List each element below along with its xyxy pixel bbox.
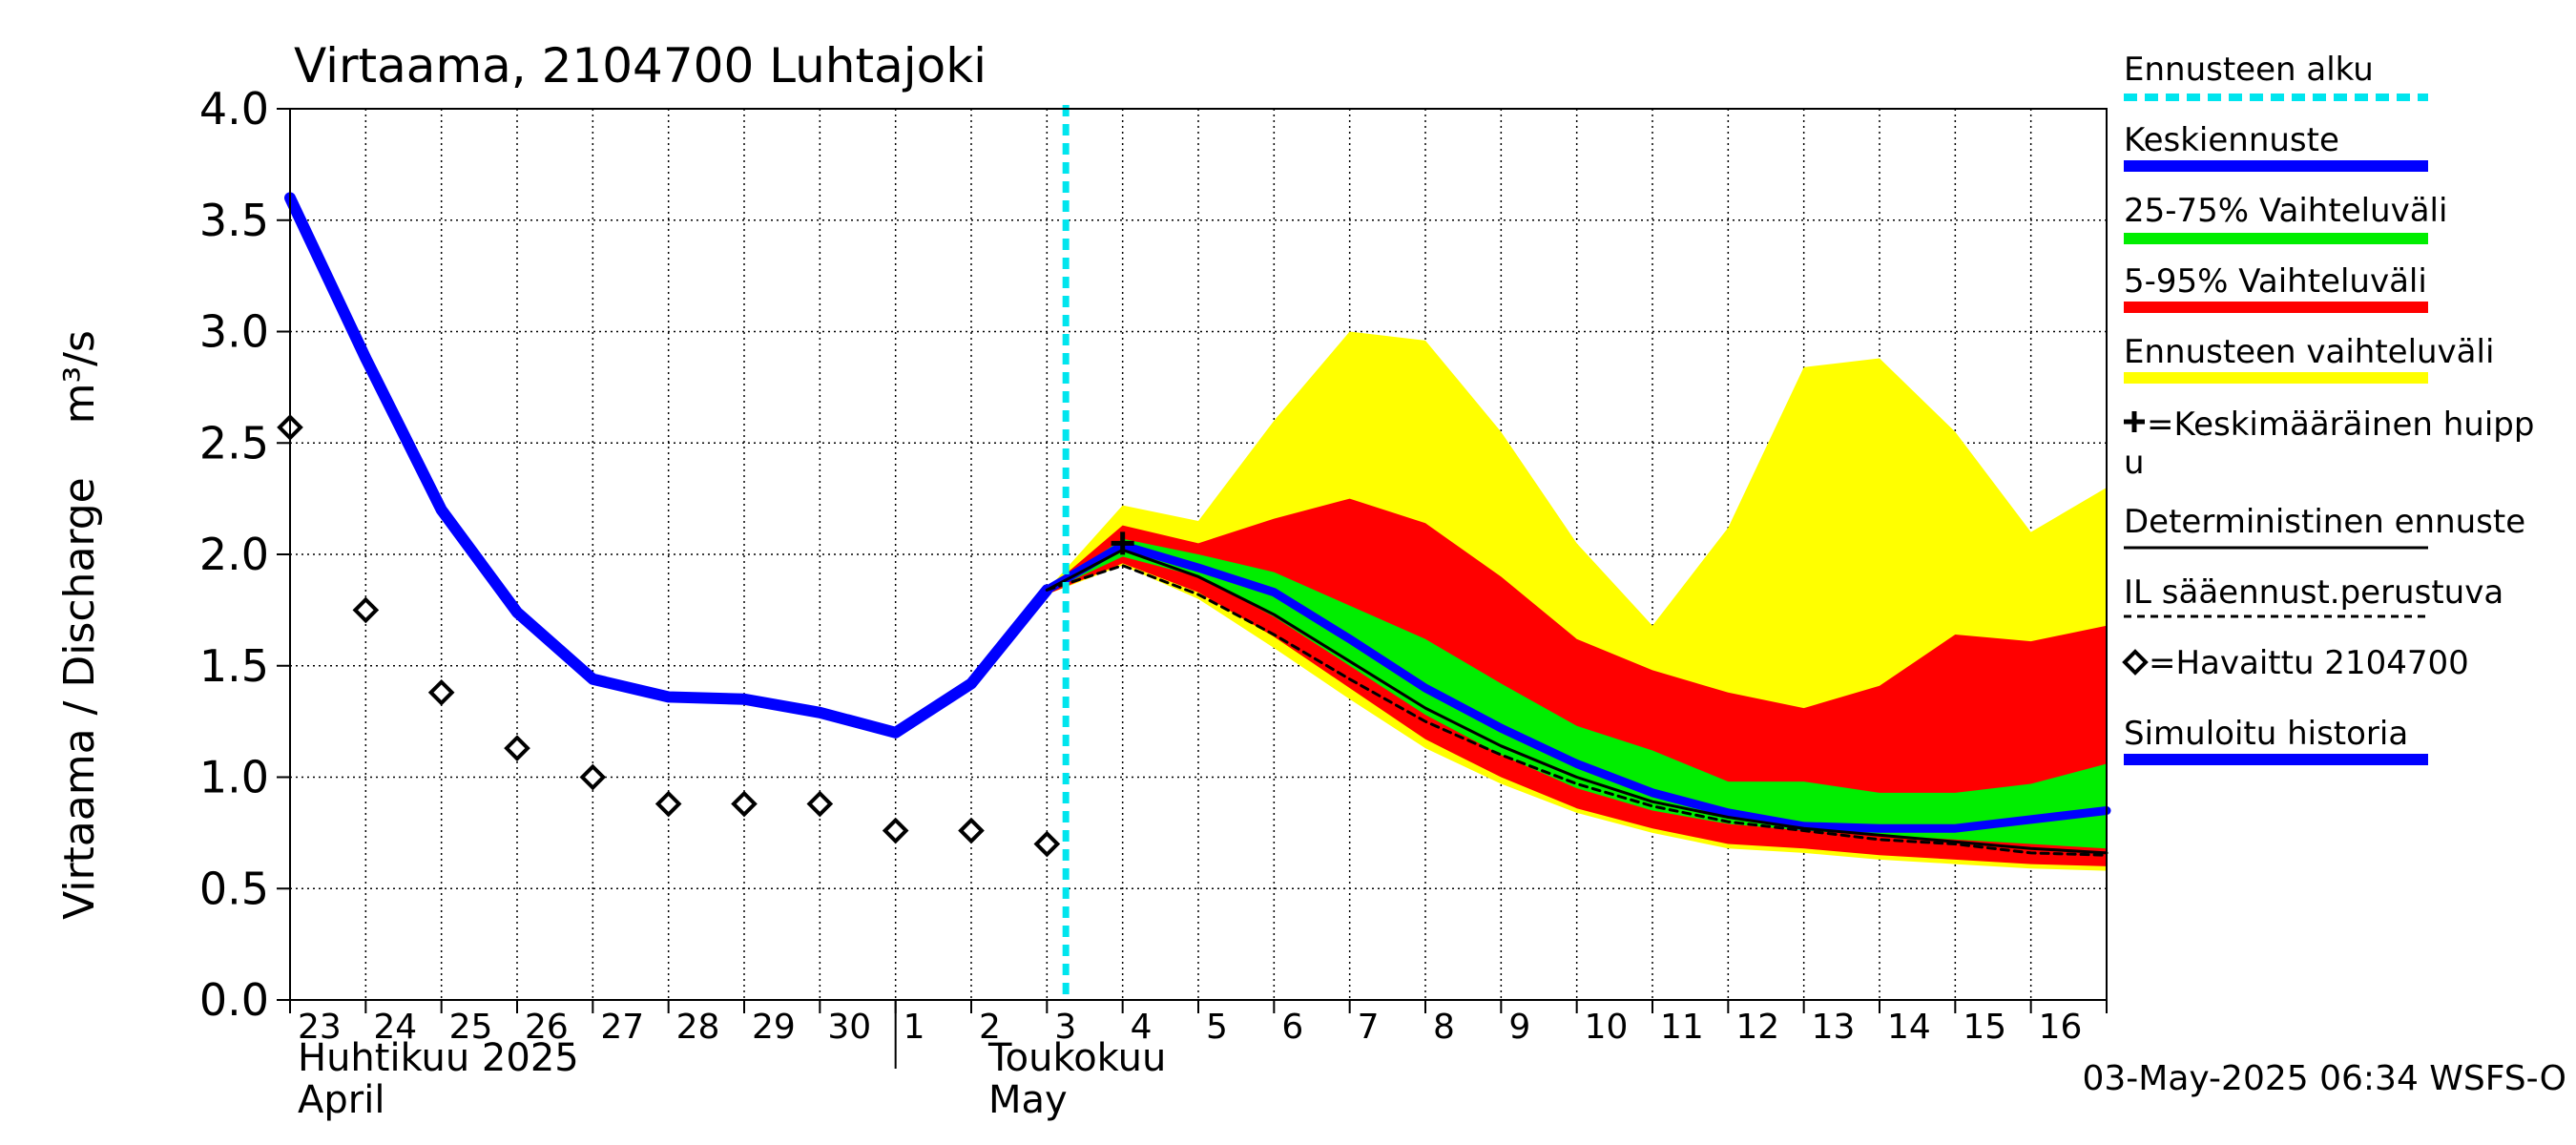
chart-title: Virtaama, 2104700 Luhtajoki — [294, 38, 987, 94]
month-label-english: May — [988, 1078, 1068, 1122]
legend-label: Simuloitu historia — [2124, 715, 2408, 753]
legend-label: IL sääennust.perustuva — [2124, 573, 2503, 612]
x-tick-label: 2 — [979, 1008, 1001, 1047]
y-axis-label: Virtaama / Discharge m³/s — [55, 330, 104, 920]
timestamp: 03-May-2025 06:34 WSFS-O — [2082, 1059, 2566, 1098]
x-tick-label: 12 — [1735, 1008, 1779, 1047]
observed-point — [731, 790, 758, 818]
month-label: Toukokuu — [987, 1036, 1166, 1080]
x-tick-label: 25 — [449, 1008, 493, 1047]
x-tick-label: 24 — [373, 1008, 417, 1047]
month-label-english: April — [298, 1078, 384, 1122]
observed-point — [654, 790, 682, 818]
legend-label: Keskiennuste — [2124, 121, 2339, 159]
legend-label: 25-75% Vaihteluväli — [2124, 192, 2447, 230]
series-mean-forecast — [1042, 541, 2111, 833]
observed-point — [427, 678, 455, 706]
month-label: Huhtikuu 2025 — [298, 1036, 579, 1080]
y-tick-label: 2.0 — [199, 529, 269, 580]
x-tick-label: 30 — [827, 1008, 871, 1047]
x-tick-label: 23 — [298, 1008, 342, 1047]
x-tick-label: 4 — [1131, 1008, 1153, 1047]
x-tick-label: 9 — [1508, 1008, 1530, 1047]
observed-point — [504, 735, 530, 761]
mean-peak-marker — [1111, 531, 1134, 555]
series-il-weather-based — [1045, 564, 2109, 857]
x-tick-label: 6 — [1281, 1008, 1303, 1047]
legend: Ennusteen alku Keskiennuste 25-75% Vaihtel… — [2122, 51, 2534, 765]
y-tick-label: 1.5 — [199, 640, 269, 692]
legend-peak-marker — [2124, 411, 2145, 432]
x-tick-label: 1 — [904, 1008, 925, 1047]
legend-diamond-marker — [2122, 649, 2149, 676]
x-tick-label: 14 — [1887, 1008, 1931, 1047]
x-tick-label: 8 — [1433, 1008, 1455, 1047]
x-tick-label: 13 — [1812, 1008, 1856, 1047]
x-tick-label: 10 — [1585, 1008, 1629, 1047]
legend-label: =Keskimääräinen huipp — [2147, 406, 2534, 444]
observed-point — [882, 817, 909, 844]
legend-label: 5-95% Vaihteluväli — [2124, 262, 2427, 301]
legend-label: =Havaittu 2104700 — [2149, 644, 2469, 682]
legend-label: Deterministinen ennuste — [2124, 503, 2525, 541]
y-tick-label: 1.0 — [199, 752, 269, 803]
legend-label-cont: u — [2124, 444, 2145, 482]
observed-point — [1033, 830, 1061, 858]
y-tick-label: 3.0 — [199, 306, 269, 358]
y-tick-label: 3.5 — [199, 195, 269, 246]
series-deterministic — [1045, 548, 2109, 855]
x-tick-label: 5 — [1206, 1008, 1228, 1047]
series-simulated-history — [284, 192, 1053, 739]
y-tick-label: 4.0 — [199, 83, 269, 135]
plot-area: 0.00.51.01.52.02.53.03.54.023 24 25 26 27 28 2… — [199, 83, 2111, 1122]
observed-point — [352, 596, 380, 624]
x-tick-label: 28 — [676, 1008, 720, 1047]
observed-point — [958, 817, 985, 844]
observed-point — [806, 790, 834, 818]
legend-label: Ennusteen alku — [2124, 51, 2374, 89]
y-tick-label: 0.0 — [199, 974, 269, 1026]
legend-label: Ennusteen vaihteluväli — [2124, 333, 2494, 371]
x-tick-label: 16 — [2039, 1008, 2083, 1047]
y-tick-label: 0.5 — [199, 863, 269, 914]
y-tick-label: 2.5 — [199, 417, 269, 468]
x-tick-label: 3 — [1054, 1008, 1076, 1047]
x-tick-label: 27 — [600, 1008, 644, 1047]
x-tick-label: 26 — [525, 1008, 569, 1047]
observed-point — [579, 763, 607, 791]
x-tick-label: 11 — [1660, 1008, 1704, 1047]
x-tick-label: 7 — [1358, 1008, 1380, 1047]
x-tick-label: 15 — [1963, 1008, 2006, 1047]
x-tick-label: 29 — [752, 1008, 796, 1047]
